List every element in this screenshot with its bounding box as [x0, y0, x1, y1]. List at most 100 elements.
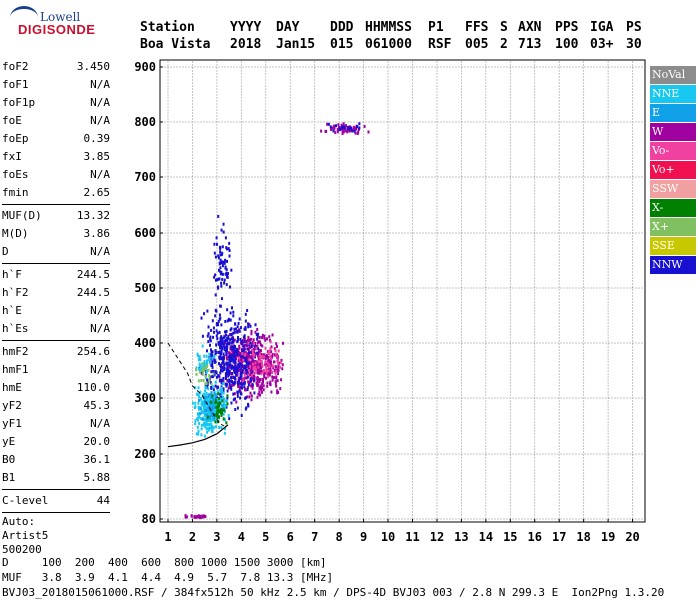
grid-dot	[380, 397, 382, 399]
grid-dot	[387, 196, 389, 198]
grid-dot	[338, 454, 340, 456]
x-tick-label: 1	[164, 530, 171, 544]
grid-dot	[470, 453, 472, 455]
grid-dot	[583, 307, 585, 309]
grid-dot	[338, 517, 340, 519]
grid-dot	[289, 175, 291, 177]
grid-dot	[558, 148, 560, 150]
grid-dot	[265, 400, 267, 402]
grid-dot	[278, 121, 280, 123]
grid-dot	[436, 208, 438, 210]
grid-dot	[265, 157, 267, 159]
grid-dot	[240, 160, 242, 162]
grid-dot	[338, 145, 340, 147]
grid-dot	[289, 304, 291, 306]
grid-dot	[607, 391, 609, 393]
grid-dot	[363, 178, 365, 180]
grid-dot	[314, 403, 316, 405]
grid-dot	[363, 298, 365, 300]
grid-dot	[607, 379, 609, 381]
grid-dot	[412, 256, 413, 258]
grid-dot	[632, 283, 633, 285]
grid-dot	[374, 342, 376, 344]
grid-dot	[593, 287, 595, 289]
grid-dot	[302, 453, 304, 455]
grid-dot	[363, 235, 365, 237]
grid-dot	[170, 66, 172, 68]
grid-dot	[539, 176, 541, 178]
grid-dot	[206, 342, 208, 344]
grid-dot	[607, 469, 609, 471]
grid-dot	[289, 100, 291, 102]
grid-dot	[167, 112, 169, 114]
grid-dot	[290, 176, 292, 178]
grid-dot	[191, 287, 193, 289]
grid-dot	[215, 121, 217, 123]
grid-dot	[314, 376, 316, 378]
grid-dot	[272, 342, 274, 344]
grid-dot	[216, 64, 218, 66]
grid-dot	[240, 232, 242, 234]
grid-dot	[192, 484, 193, 486]
grid-dot	[197, 287, 199, 289]
grid-dot	[412, 142, 413, 144]
grid-dot	[534, 223, 536, 225]
grid-dot	[626, 66, 628, 68]
grid-dot	[545, 176, 547, 178]
grid-dot	[583, 142, 585, 144]
grid-dot	[428, 232, 430, 234]
grid-dot	[605, 121, 607, 123]
grid-dot	[206, 232, 208, 234]
grid-dot	[240, 67, 242, 69]
grid-dot	[607, 82, 609, 84]
header-value: 713	[518, 37, 542, 52]
grid-dot	[192, 277, 193, 279]
grid-dot	[436, 292, 438, 294]
grid-dot	[534, 364, 536, 366]
grid-dot	[509, 160, 511, 162]
grid-dot	[412, 67, 413, 69]
grid-dot	[254, 66, 256, 68]
grid-dot	[583, 181, 585, 183]
grid-dot	[265, 208, 267, 210]
grid-dot	[216, 220, 218, 222]
param-row: foF1p N/A	[2, 94, 110, 112]
grid-dot	[419, 121, 421, 123]
grid-dot	[363, 490, 365, 492]
grid-dot	[314, 385, 316, 387]
grid-dot	[446, 121, 448, 123]
grid-dot	[428, 121, 430, 123]
grid-dot	[509, 502, 511, 504]
grid-dot	[338, 154, 340, 156]
grid-dot	[485, 406, 487, 408]
echo-point	[235, 400, 238, 404]
grid-dot	[607, 436, 609, 438]
param-name: h`F	[2, 268, 22, 281]
grid-dot	[436, 196, 438, 198]
grid-dot	[167, 118, 169, 120]
grid-dot	[314, 343, 316, 345]
grid-dot	[482, 453, 484, 455]
grid-dot	[240, 502, 242, 504]
grid-dot	[436, 415, 438, 417]
grid-dot	[363, 271, 365, 273]
divider	[2, 489, 110, 490]
grid-dot	[632, 361, 633, 363]
grid-dot	[363, 334, 365, 336]
grid-dot	[558, 439, 560, 441]
grid-dot	[460, 400, 462, 402]
grid-dot	[218, 518, 220, 520]
grid-dot	[617, 453, 619, 455]
grid-dot	[460, 118, 462, 120]
grid-dot	[460, 103, 462, 105]
grid-dot	[265, 70, 267, 72]
grid-dot	[534, 310, 536, 312]
grid-dot	[458, 453, 460, 455]
grid-dot	[476, 232, 478, 234]
grid-dot	[192, 238, 193, 240]
grid-dot	[289, 166, 291, 168]
grid-dot	[167, 145, 169, 147]
grid-dot	[607, 298, 609, 300]
grid-dot	[265, 295, 267, 297]
grid-dot	[558, 502, 560, 504]
